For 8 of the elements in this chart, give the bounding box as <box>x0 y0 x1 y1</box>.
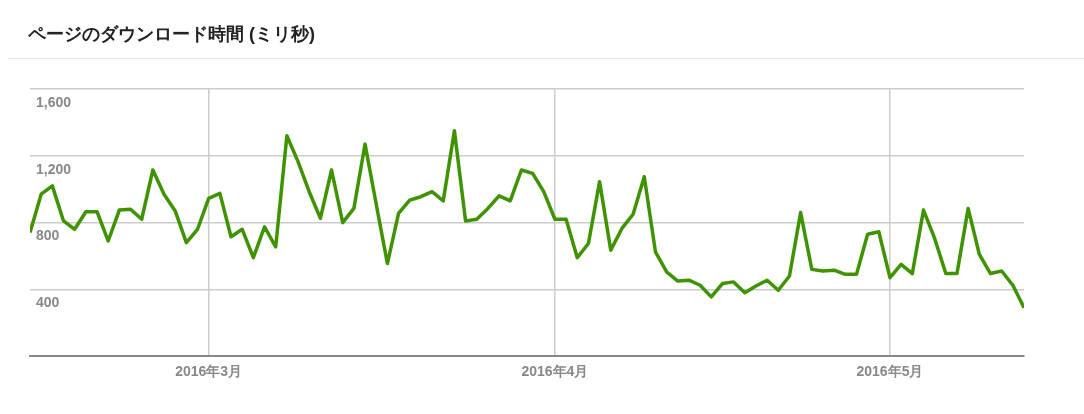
y-tick-label: 400 <box>36 294 60 311</box>
x-tick-label: 2016年5月 <box>856 363 924 380</box>
chart-title: ページのダウンロード時間 (ミリ秒) <box>8 8 1084 59</box>
y-tick-label: 1,600 <box>36 93 72 110</box>
y-tick-label: 800 <box>36 227 60 244</box>
x-tick-label: 2016年3月 <box>175 363 243 380</box>
x-tick-label: 2016年4月 <box>521 363 589 380</box>
y-tick-label: 1,200 <box>36 160 72 177</box>
